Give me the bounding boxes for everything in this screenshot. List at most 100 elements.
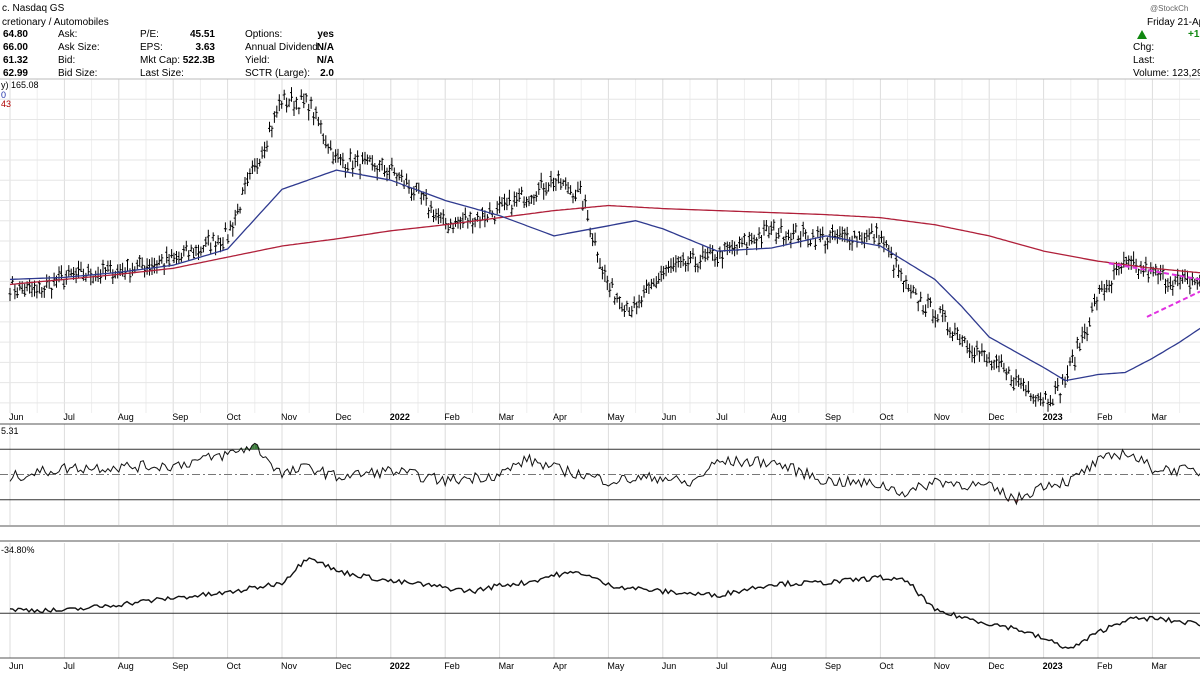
price-bar bbox=[410, 188, 413, 201]
panel-borders bbox=[0, 78, 1200, 659]
perf-label: -34.80% bbox=[1, 545, 35, 555]
pe-value: 45.51 bbox=[189, 29, 215, 40]
x-tick-label: 2023 bbox=[1043, 412, 1063, 422]
price-bar bbox=[811, 229, 815, 240]
price-bar bbox=[1036, 393, 1040, 402]
price-bar bbox=[324, 135, 328, 149]
price-bar bbox=[383, 165, 386, 177]
options-label: Options: bbox=[245, 29, 283, 40]
price-bar bbox=[569, 185, 573, 195]
price-bar bbox=[314, 106, 318, 119]
price-bar bbox=[72, 267, 76, 280]
price-bar bbox=[943, 310, 947, 322]
x-tick-label: Mar bbox=[1151, 661, 1167, 671]
price-bar bbox=[801, 221, 805, 237]
ma200-label: 43 bbox=[1, 99, 12, 109]
price-bar bbox=[892, 264, 896, 278]
price-bar bbox=[1176, 268, 1180, 287]
price-bar bbox=[177, 251, 181, 264]
price-bar bbox=[126, 258, 129, 271]
overlay-label: y) 165.08 bbox=[1, 80, 39, 90]
price-bar bbox=[970, 345, 974, 363]
rsi-bands bbox=[0, 448, 1200, 614]
price-bar bbox=[809, 238, 812, 247]
x-tick-label: Nov bbox=[934, 661, 951, 671]
price-bar bbox=[101, 259, 105, 273]
price-bar bbox=[640, 296, 644, 308]
price-bar bbox=[157, 255, 161, 266]
price-bar bbox=[204, 236, 208, 247]
price-bar bbox=[373, 163, 377, 172]
price-bar bbox=[199, 246, 203, 256]
price-bar bbox=[1112, 264, 1116, 280]
price-bar bbox=[1075, 336, 1079, 349]
price-bar bbox=[292, 100, 296, 116]
rsi-line bbox=[9, 442, 1200, 506]
x-tick-label: Jul bbox=[716, 661, 728, 671]
price-bar bbox=[520, 186, 524, 195]
x-tick-label: Oct bbox=[879, 661, 894, 671]
price-bar bbox=[826, 237, 830, 250]
price-bar bbox=[145, 258, 149, 275]
price-bar bbox=[1166, 278, 1170, 292]
price-bar bbox=[59, 265, 63, 281]
price-bar bbox=[211, 232, 215, 242]
price-bar bbox=[466, 217, 470, 229]
price-bar bbox=[576, 181, 580, 193]
price-bar bbox=[1193, 278, 1197, 286]
price-bar bbox=[669, 258, 673, 273]
price-bar bbox=[529, 194, 533, 204]
price-bar bbox=[498, 196, 502, 214]
price-bar bbox=[302, 93, 306, 109]
price-bar bbox=[899, 268, 903, 282]
watermark: @StockCh bbox=[1150, 4, 1189, 13]
price-bar bbox=[434, 208, 438, 221]
price-bar bbox=[542, 183, 546, 200]
price-bar bbox=[716, 251, 719, 267]
price-bar bbox=[106, 260, 110, 272]
price-bar bbox=[275, 105, 279, 118]
price-bar bbox=[755, 237, 759, 251]
price-bar bbox=[1078, 342, 1082, 352]
price-bar bbox=[664, 264, 668, 277]
price-bar bbox=[18, 281, 22, 291]
price-bar bbox=[309, 96, 313, 109]
price-bar bbox=[1083, 323, 1087, 340]
price-bar bbox=[708, 244, 712, 255]
bid-label: Bid: bbox=[58, 55, 76, 66]
price-bar bbox=[135, 259, 139, 270]
price-bar bbox=[219, 237, 222, 253]
price-bar bbox=[1048, 395, 1052, 407]
price-bar bbox=[1095, 296, 1099, 311]
price-bar bbox=[610, 278, 614, 288]
price-bar bbox=[720, 251, 724, 269]
x-tick-label: Apr bbox=[553, 661, 567, 671]
price-bar bbox=[1137, 268, 1140, 279]
price-bar bbox=[760, 235, 763, 248]
price-bar bbox=[679, 256, 683, 268]
price-bar bbox=[537, 182, 541, 195]
price-bar bbox=[522, 196, 526, 208]
price-bar bbox=[1041, 397, 1045, 407]
x-tick-label: Aug bbox=[118, 412, 134, 422]
price-bar bbox=[963, 336, 967, 344]
price-bar bbox=[880, 230, 883, 243]
price-bar bbox=[236, 203, 240, 215]
price-bar bbox=[772, 219, 776, 231]
price-bar bbox=[596, 251, 599, 263]
price-bar bbox=[752, 234, 756, 244]
price-bar bbox=[1154, 263, 1158, 276]
price-bar bbox=[897, 264, 901, 278]
price-bar bbox=[13, 283, 17, 300]
price-bar bbox=[977, 350, 981, 362]
price-bar bbox=[713, 254, 717, 267]
price-bar bbox=[928, 297, 932, 308]
price-bar bbox=[926, 293, 930, 309]
price-bar bbox=[914, 288, 918, 295]
price-bar bbox=[698, 254, 702, 270]
ask-label: Ask: bbox=[58, 29, 78, 40]
price-bar bbox=[255, 158, 259, 174]
x-axis-labels: Jun Jul Aug Sep Oct Nov Dec 2022 Feb Mar Apr May Jun… bbox=[9, 412, 1167, 671]
price-bar bbox=[789, 232, 793, 249]
triangle-lower-line bbox=[1146, 290, 1200, 318]
